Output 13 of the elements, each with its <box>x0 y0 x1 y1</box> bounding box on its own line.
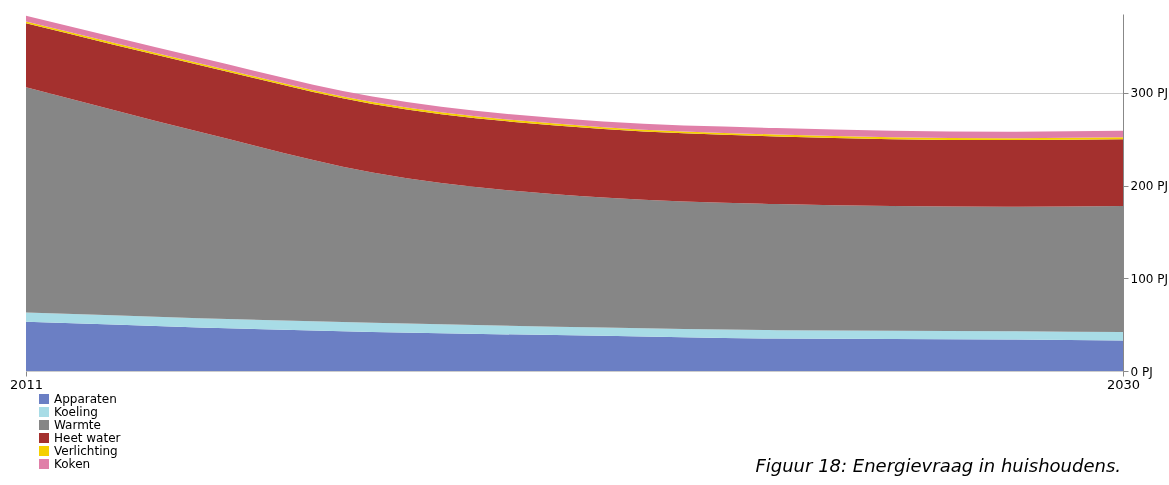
legend-label: Koeling <box>54 405 98 419</box>
legend-label: Heet water <box>54 431 121 445</box>
legend-label: Verlichting <box>54 444 118 458</box>
text: Figuur 18: Energievraag in huishoudens. <box>755 455 1121 476</box>
y-tick-label: 0 PJ <box>1130 364 1153 379</box>
y-tick-label: 300 PJ <box>1130 86 1168 101</box>
y-tick-label: 100 PJ <box>1130 271 1168 286</box>
y-tick-label: 200 PJ <box>1130 179 1168 194</box>
legend-label: Warmte <box>54 418 101 432</box>
legend-label: Koken <box>54 457 91 471</box>
x-tick-label: 2011 <box>9 376 44 392</box>
x-tick-label: 2030 <box>1106 376 1141 392</box>
legend-label: Apparaten <box>54 392 117 406</box>
